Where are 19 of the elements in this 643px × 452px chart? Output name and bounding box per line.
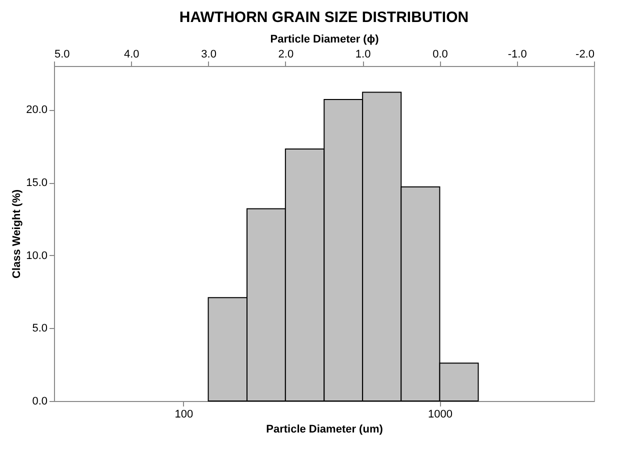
x2-tick-label: 1.0 xyxy=(355,48,371,60)
y-axis-title: Class Weight (%) xyxy=(11,189,24,279)
x2-tick-label: 0.0 xyxy=(432,48,448,60)
y-tick-label: 5.0 xyxy=(32,322,48,335)
x-tick-label: 100 xyxy=(174,408,194,420)
y-tick-label: 15.0 xyxy=(26,177,48,190)
x-tick-label: 1000 xyxy=(428,408,452,420)
x2-tick-label: -1.0 xyxy=(508,48,527,60)
x2-tick-label: 5.0 xyxy=(54,48,70,60)
x2-axis-title: Particle Diameter (ϕ) xyxy=(270,34,380,46)
x2-tick-label: 2.0 xyxy=(278,48,294,60)
x2-tick-label: 4.0 xyxy=(124,48,140,60)
x-axis-title: Particle Diameter (um) xyxy=(266,424,384,436)
x2-tick-label: -2.0 xyxy=(576,48,594,60)
y-tick-label: 10.0 xyxy=(26,250,48,262)
x2-tick-label: 3.0 xyxy=(201,48,216,60)
y-tick-label: 20.0 xyxy=(26,104,48,116)
y-tick-label: 0.0 xyxy=(32,396,48,408)
chart-title: HAWTHORN GRAIN SIZE DISTRIBUTION xyxy=(179,9,469,26)
